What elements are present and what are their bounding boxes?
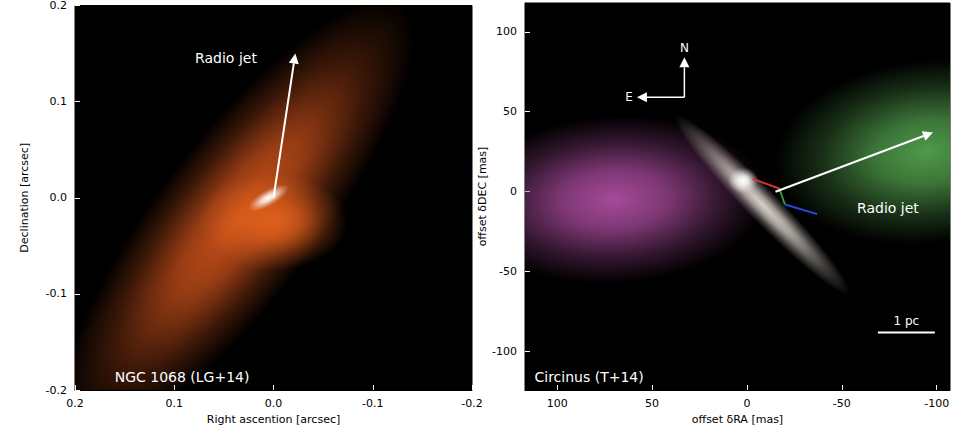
- svg-text:100: 100: [547, 397, 568, 410]
- svg-text:-0.2: -0.2: [46, 384, 67, 397]
- svg-text:0: 0: [510, 185, 517, 198]
- svg-text:0.2: 0.2: [66, 397, 84, 410]
- svg-text:-0.1: -0.1: [46, 287, 67, 300]
- svg-text:Right ascention [arcsec]: Right ascention [arcsec]: [207, 413, 341, 426]
- svg-text:offset δRA [mas]: offset δRA [mas]: [692, 413, 783, 426]
- svg-text:0: 0: [743, 397, 750, 410]
- svg-text:50: 50: [503, 105, 517, 118]
- svg-text:0.0: 0.0: [265, 397, 283, 410]
- svg-text:NGC 1068 (LG+14): NGC 1068 (LG+14): [115, 369, 250, 385]
- svg-text:0.1: 0.1: [50, 95, 68, 108]
- svg-text:-0.2: -0.2: [461, 397, 482, 410]
- svg-text:-100: -100: [492, 345, 517, 358]
- svg-text:0.2: 0.2: [50, 0, 68, 12]
- svg-text:Radio jet: Radio jet: [195, 50, 257, 66]
- svg-text:-0.1: -0.1: [362, 397, 383, 410]
- svg-text:-50: -50: [833, 397, 851, 410]
- svg-text:100: 100: [496, 25, 517, 38]
- svg-text:E: E: [625, 90, 633, 104]
- svg-text:Declination [arcsec]: Declination [arcsec]: [18, 143, 31, 253]
- svg-text:0.0: 0.0: [50, 191, 68, 204]
- svg-text:-100: -100: [924, 397, 949, 410]
- svg-text:1 pc: 1 pc: [894, 314, 920, 328]
- svg-text:offset δDEC [mas]: offset δDEC [mas]: [476, 147, 489, 247]
- svg-text:Circinus (T+14): Circinus (T+14): [534, 369, 643, 385]
- svg-text:-50: -50: [499, 265, 517, 278]
- svg-text:Radio jet: Radio jet: [857, 200, 919, 216]
- svg-text:50: 50: [645, 397, 659, 410]
- svg-text:0.1: 0.1: [166, 397, 184, 410]
- svg-text:N: N: [680, 41, 689, 55]
